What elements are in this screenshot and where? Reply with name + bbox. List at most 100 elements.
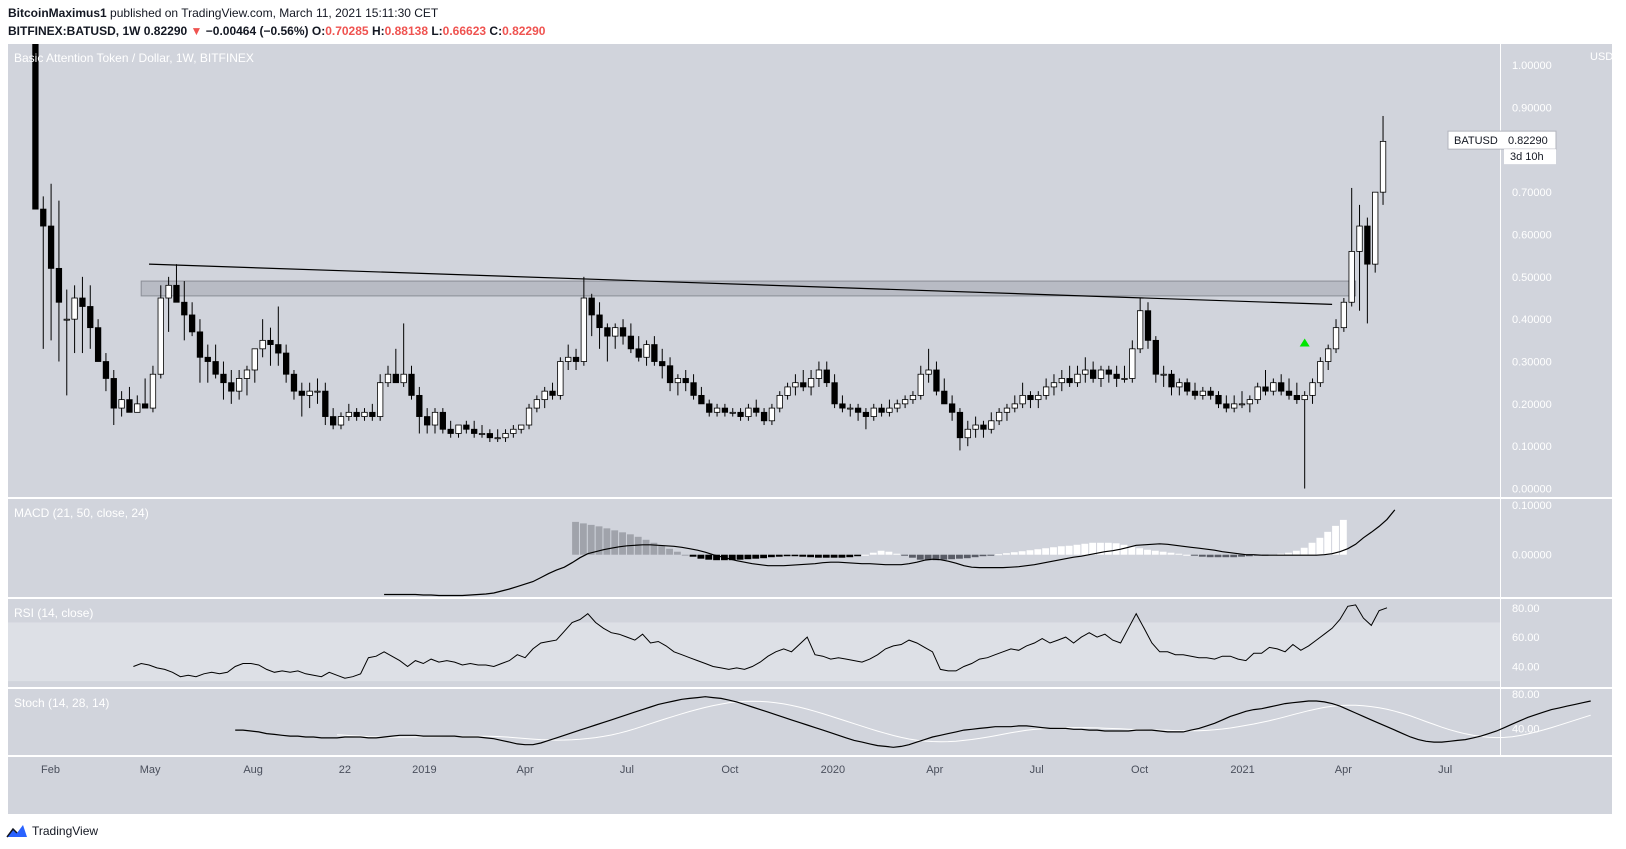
candle: [1379, 140, 1387, 193]
candle: [494, 437, 501, 440]
candle: [102, 361, 110, 379]
author-name[interactable]: BitcoinMaximus1: [8, 6, 107, 20]
macd-histogram-bar: [1167, 552, 1175, 555]
stoch-pane-title: Stoch (14, 28, 14): [14, 696, 109, 710]
macd-histogram-bar: [1081, 543, 1089, 555]
candle: [1348, 251, 1355, 303]
macd-histogram-bar: [1175, 553, 1183, 555]
candle: [110, 378, 117, 409]
price-axis-tick: 0.10000: [1512, 441, 1552, 453]
candle: [596, 314, 603, 329]
macd-histogram-bar: [1104, 542, 1112, 555]
candle: [141, 403, 149, 409]
chart-canvas[interactable]: 0.00000 0.10000 0.20000 0.30000 0.40000 0.500…: [8, 44, 1612, 814]
macd-histogram-bar: [940, 554, 948, 560]
macd-histogram-bar: [846, 554, 854, 558]
candle: [126, 399, 133, 413]
time-axis-tick: Jul: [1438, 764, 1452, 776]
macd-histogram-bar: [642, 539, 650, 555]
candle: [361, 411, 368, 417]
candle: [486, 433, 493, 439]
stoch-d-line: [337, 700, 1591, 743]
stoch-k-line: [235, 696, 1591, 748]
candle: [1238, 403, 1246, 406]
candle: [541, 390, 548, 401]
candle: [118, 399, 125, 409]
candle: [1082, 369, 1089, 375]
macd-histogram-bar: [1151, 550, 1159, 555]
candle: [478, 433, 486, 435]
candle: [776, 394, 783, 409]
candle: [471, 428, 478, 434]
price-axis-tick: 0.50000: [1512, 272, 1552, 284]
candle: [447, 428, 454, 434]
time-axis-tick: Oct: [1131, 764, 1148, 776]
time-axis-tick: 22: [339, 764, 351, 776]
macd-histogram-bar: [1285, 552, 1292, 555]
candle: [525, 407, 533, 426]
candle: [463, 424, 470, 430]
price-change: −0.00464 (−0.56%): [205, 24, 309, 38]
macd-histogram-bar: [1300, 547, 1308, 555]
candle: [40, 208, 47, 227]
tradingview-logo-icon[interactable]: [6, 823, 28, 839]
macd-histogram-bar: [1128, 546, 1136, 555]
candle: [956, 411, 964, 439]
candle: [275, 344, 282, 354]
macd-histogram-bar: [1316, 537, 1324, 555]
candle: [510, 428, 517, 434]
macd-histogram-bar: [956, 554, 963, 559]
candle: [619, 327, 627, 337]
macd-histogram-bar: [932, 554, 940, 561]
symbol-line[interactable]: BITFINEX:BATUSD, 1W: [8, 24, 141, 38]
candle: [713, 407, 721, 413]
macd-histogram-bar: [1026, 550, 1034, 555]
candle: [557, 361, 564, 396]
high-label: H:: [371, 24, 385, 38]
candle: [298, 390, 305, 396]
candle: [1254, 386, 1261, 401]
candle: [518, 424, 525, 430]
candle: [337, 416, 345, 426]
candle: [1325, 348, 1332, 362]
candle: [909, 394, 917, 401]
candle: [753, 407, 760, 413]
price-pane-title: Basic Attention Token / Dollar, 1W, BITF…: [14, 51, 254, 65]
candle: [47, 225, 55, 269]
candle: [32, 44, 39, 210]
candle: [815, 369, 823, 379]
candle: [384, 373, 392, 384]
macd-histogram-bar: [971, 554, 979, 558]
candle: [1262, 386, 1269, 392]
candle: [823, 369, 830, 384]
macd-histogram-bar: [783, 554, 791, 557]
macd-histogram-bar: [987, 554, 995, 556]
candle: [1050, 382, 1058, 388]
macd-histogram-bar: [1332, 525, 1339, 555]
candle: [1058, 378, 1065, 384]
candle: [1160, 373, 1167, 376]
price-axis-tick: 0.70000: [1512, 187, 1552, 199]
candle: [1074, 373, 1081, 384]
candle: [1199, 390, 1206, 396]
candle: [71, 297, 78, 320]
price-axis-tick: 0.90000: [1512, 103, 1552, 115]
macd-histogram-bar: [1292, 550, 1300, 555]
chart-area[interactable]: 0.00000 0.10000 0.20000 0.30000 0.40000 0.500…: [8, 44, 1612, 814]
macd-histogram-bar: [1050, 547, 1057, 555]
time-axis-tick: Aug: [243, 764, 263, 776]
macd-histogram-bar: [579, 523, 587, 555]
footer-brand[interactable]: TradingView: [32, 824, 99, 838]
macd-histogram-bar: [1144, 549, 1151, 555]
macd-histogram-bar: [587, 524, 595, 555]
candle: [565, 356, 572, 362]
candle: [659, 361, 666, 367]
macd-histogram-bar: [963, 554, 971, 559]
macd-axis-tick: 0.10000: [1512, 500, 1552, 512]
candle: [572, 356, 580, 362]
time-axis-tick: Jul: [620, 764, 634, 776]
candle: [729, 411, 736, 414]
candle: [1309, 382, 1316, 396]
candle: [854, 407, 862, 413]
candle: [1301, 394, 1308, 401]
